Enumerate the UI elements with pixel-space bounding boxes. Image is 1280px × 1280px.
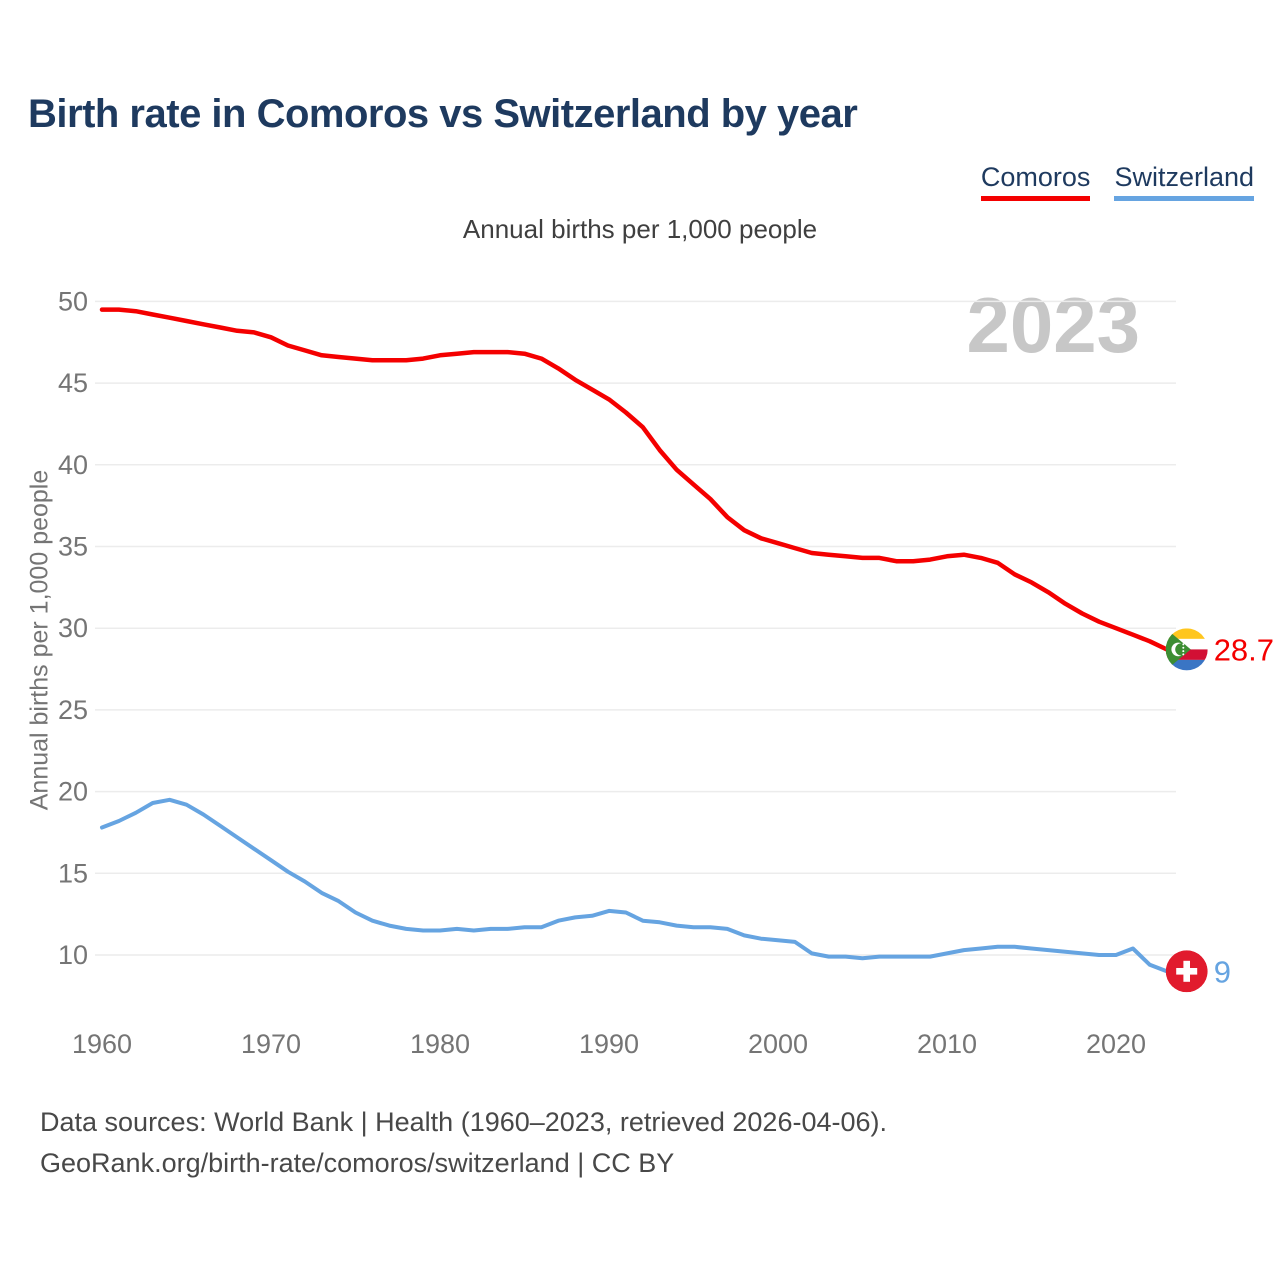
x-tick-label-1960: 1960 xyxy=(72,1029,132,1059)
x-tick-label-2020: 2020 xyxy=(1086,1029,1146,1059)
switzerland-line xyxy=(100,797,1169,974)
footer-attribution: GeoRank.org/birth-rate/comoros/switzerla… xyxy=(40,1147,675,1178)
y-tick-label-10: 10 xyxy=(58,940,88,970)
y-tick-label-25: 25 xyxy=(58,695,88,725)
y-tick-label-15: 15 xyxy=(58,858,88,888)
x-tick-label-1970: 1970 xyxy=(241,1029,301,1059)
x-tick-label-2010: 2010 xyxy=(917,1029,977,1059)
comoros-star-1 xyxy=(1182,646,1185,649)
comoros-flag-icon xyxy=(1165,628,1208,671)
x-tick-label-1980: 1980 xyxy=(410,1029,470,1059)
y-tick-label-40: 40 xyxy=(58,450,88,480)
swiss-cross-v xyxy=(1183,960,1190,982)
comoros-stripe-white xyxy=(1165,638,1208,650)
legend-item-switzerland[interactable]: Switzerland xyxy=(1114,162,1254,201)
end-label-comoros: 28.7 xyxy=(1214,632,1274,667)
watermark-year: 2023 xyxy=(966,281,1140,369)
switzerland-flag-icon xyxy=(1165,950,1208,993)
legend-label-switzerland: Switzerland xyxy=(1114,162,1254,192)
end-label-switzerland: 9 xyxy=(1214,954,1231,989)
legend-label-comoros: Comoros xyxy=(980,162,1091,192)
comoros-star-3 xyxy=(1182,653,1185,656)
x-tick-label-2000: 2000 xyxy=(748,1029,808,1059)
comoros-crescent-cut xyxy=(1175,643,1188,656)
comoros-flag-art xyxy=(1165,628,1208,671)
y-tick-label-45: 45 xyxy=(58,368,88,398)
page-title: Birth rate in Comoros vs Switzerland by … xyxy=(28,92,858,136)
x-tick-label-1990: 1990 xyxy=(579,1029,639,1059)
y-tick-label-50: 50 xyxy=(58,286,88,316)
y-tick-label-20: 20 xyxy=(58,777,88,807)
y-tick-label-35: 35 xyxy=(58,532,88,562)
comoros-stripe-red xyxy=(1165,649,1208,660)
birth-rate-line-chart: 50 45 40 35 30 25 20 15 10 1960 1970 1980 1990 2000 20… xyxy=(58,286,1274,1059)
legend-item-comoros[interactable]: Comoros xyxy=(980,162,1091,201)
chart-subtitle: Annual births per 1,000 people xyxy=(462,214,818,244)
switzerland-flag-art xyxy=(1165,950,1208,993)
footer: Data sources: World Bank | Health (1960–… xyxy=(40,1102,887,1183)
footer-sources: Data sources: World Bank | Health (1960–… xyxy=(40,1107,887,1137)
comoros-line xyxy=(99,307,1169,652)
comoros-stripe-yellow xyxy=(1165,628,1208,639)
comoros-stripe-blue xyxy=(1165,659,1208,671)
comoros-star-2 xyxy=(1182,650,1185,653)
comoros-star-0 xyxy=(1182,643,1185,646)
legend: Comoros Switzerland xyxy=(980,162,1254,201)
y-tick-label-30: 30 xyxy=(58,613,88,643)
